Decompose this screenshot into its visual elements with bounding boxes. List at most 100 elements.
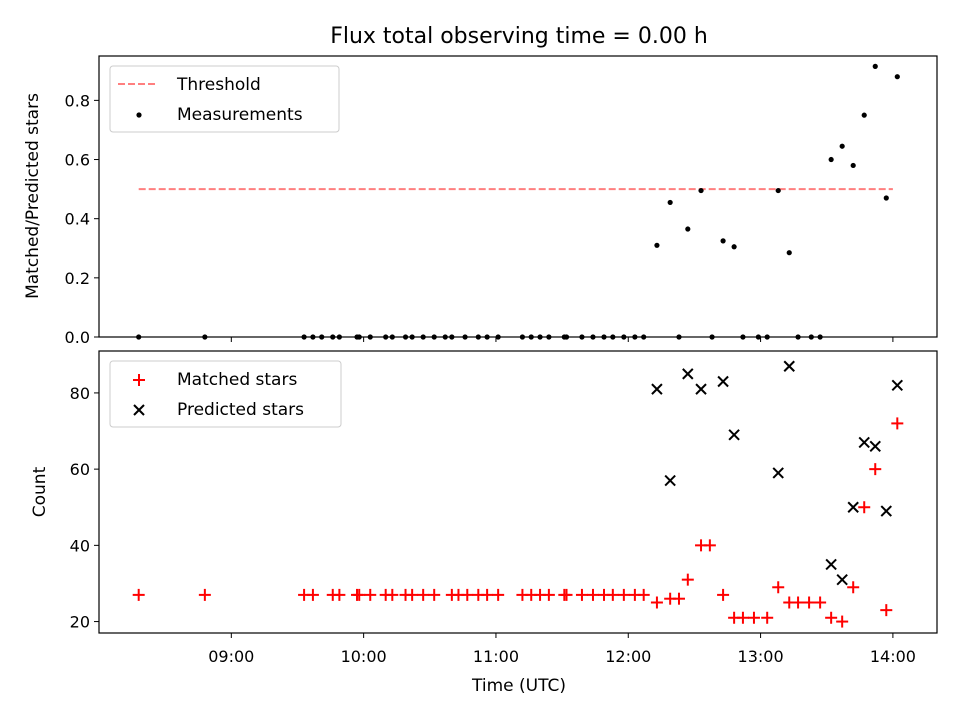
measurement-point xyxy=(720,238,726,244)
top-legend-box xyxy=(109,65,340,133)
matched-stars-point xyxy=(333,588,346,601)
matched-stars-point xyxy=(703,539,716,552)
matched-stars-point xyxy=(586,588,599,601)
matched-stars-point xyxy=(406,588,419,601)
matched-stars-point xyxy=(717,588,730,601)
measurement-point xyxy=(654,242,660,248)
matched-stars-point xyxy=(481,588,494,601)
bottom-y-tick-label: 60 xyxy=(70,460,90,479)
predicted-stars-point xyxy=(858,436,870,449)
matched-stars-point xyxy=(617,588,630,601)
legend-measurements-label: Measurements xyxy=(177,105,303,125)
predicted-stars-point xyxy=(695,383,707,395)
matched-stars-point xyxy=(814,596,827,609)
matched-stars-point xyxy=(461,588,474,601)
predicted-stars-point xyxy=(880,505,892,517)
legend-threshold-label: Threshold xyxy=(176,75,261,95)
measurement-point xyxy=(786,250,792,256)
matched-stars-point xyxy=(606,588,619,601)
predicted-stars-point xyxy=(847,501,859,513)
bottom-legend: Matched stars Predicted stars xyxy=(109,360,342,428)
legend-measurements-swatch xyxy=(136,112,142,118)
top-y-tick-label: 0.2 xyxy=(65,269,90,288)
predicted-stars-point xyxy=(825,558,837,571)
predicted-stars-point xyxy=(783,360,795,372)
measurement-point xyxy=(839,143,845,149)
matched-stars-point xyxy=(132,588,145,601)
bottom-y-tick-label: 80 xyxy=(70,384,90,403)
predicted-stars-point xyxy=(728,429,740,441)
predicted-stars-point xyxy=(772,467,784,479)
matched-stars-point xyxy=(672,592,685,605)
measurement-point xyxy=(731,244,737,250)
matched-stars-point xyxy=(386,588,399,601)
measurement-point xyxy=(861,112,867,118)
matched-stars-point xyxy=(836,615,849,628)
matched-stars-point xyxy=(869,463,882,476)
x-tick-label: 14:00 xyxy=(870,647,916,666)
x-tick-label: 13:00 xyxy=(738,647,784,666)
measurement-point xyxy=(872,63,878,69)
matched-stars-point xyxy=(825,611,838,624)
predicted-stars-point xyxy=(869,440,881,452)
x-axis-label: Time (UTC) xyxy=(471,676,566,696)
top-y-tick-label: 0.0 xyxy=(65,328,90,347)
legend-predicted-label: Predicted stars xyxy=(177,400,304,420)
top-plot-frame xyxy=(98,55,938,338)
predicted-stars-point xyxy=(651,383,663,395)
predicted-stars-point xyxy=(717,375,729,388)
measurement-point xyxy=(883,195,889,201)
bottom-y-tick-label: 40 xyxy=(70,536,90,555)
x-tick-label: 12:00 xyxy=(605,647,651,666)
legend-matched-label: Matched stars xyxy=(177,370,297,390)
measurement-point xyxy=(775,187,781,194)
matched-stars-point xyxy=(736,611,749,624)
matched-stars-point xyxy=(891,417,904,430)
x-tick-label: 10:00 xyxy=(341,647,387,666)
matched-stars-point xyxy=(761,611,774,624)
bottom-y-tick-label: 20 xyxy=(70,613,90,632)
matched-stars-point xyxy=(772,581,785,594)
matched-stars-point xyxy=(428,588,441,601)
top-y-tick-label: 0.8 xyxy=(65,91,90,110)
matched-stars-point xyxy=(353,588,366,601)
measurement-point xyxy=(850,162,856,169)
measurement-point xyxy=(667,199,673,206)
top-y-axis-label: Matched/Predicted stars xyxy=(23,93,43,299)
predicted-stars-point xyxy=(891,379,904,392)
matched-stars-point xyxy=(560,588,573,601)
top-plot: 0.0 0.2 0.4 0.6 0.8 xyxy=(65,55,938,347)
matched-stars-point xyxy=(306,588,319,601)
matched-stars-point xyxy=(880,604,893,617)
measurement-point xyxy=(894,74,900,80)
matched-stars-point xyxy=(858,501,871,514)
matched-stars-point xyxy=(542,588,555,601)
top-y-tick-label: 0.4 xyxy=(65,210,90,229)
x-tick-label: 11:00 xyxy=(473,647,519,666)
matched-stars-point xyxy=(364,588,377,601)
matched-stars-point xyxy=(747,611,760,624)
bottom-plot-frame xyxy=(98,350,938,634)
top-legend: Threshold Measurements xyxy=(109,65,340,133)
measurement-point xyxy=(698,187,704,194)
matched-stars-point xyxy=(575,588,588,601)
matched-stars-point xyxy=(681,573,694,586)
x-tick-label: 09:00 xyxy=(208,647,254,666)
matched-stars-point xyxy=(803,596,816,609)
top-y-tick-label: 0.6 xyxy=(65,151,90,170)
predicted-stars-point xyxy=(836,573,848,586)
measurement-point xyxy=(685,226,691,232)
predicted-stars-point xyxy=(682,368,694,380)
predicted-stars-point xyxy=(664,474,676,487)
matched-stars-point xyxy=(792,596,805,609)
measurement-point xyxy=(828,156,834,163)
bottom-plot: 20 40 60 80 09:00 10:00 11:00 12:00 13:00 14:00 xyxy=(70,350,938,666)
legend-matched-swatch xyxy=(133,374,145,386)
matched-stars-point xyxy=(198,588,211,601)
bottom-y-axis-label: Count xyxy=(30,466,50,517)
matched-stars-point xyxy=(650,596,663,609)
legend-predicted-swatch xyxy=(133,404,145,416)
top-chart-title: Flux total observing time = 0.00 h xyxy=(330,24,708,49)
matched-stars-point xyxy=(847,581,860,594)
